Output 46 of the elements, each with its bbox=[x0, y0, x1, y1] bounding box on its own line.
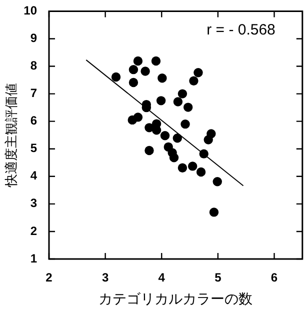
point bbox=[204, 135, 213, 144]
point bbox=[128, 64, 138, 74]
point bbox=[128, 78, 138, 88]
y-tick-label: 10 bbox=[24, 4, 38, 18]
point bbox=[209, 208, 219, 217]
x-tick-label: 3 bbox=[102, 270, 109, 285]
annotation: r = - 0.568 bbox=[206, 21, 276, 38]
point bbox=[140, 66, 150, 76]
point bbox=[178, 163, 188, 172]
x-tick-label: 5 bbox=[214, 270, 222, 285]
point bbox=[144, 123, 154, 132]
point bbox=[199, 149, 208, 158]
y-tick-label: 8 bbox=[30, 58, 38, 73]
point bbox=[183, 102, 193, 112]
point bbox=[180, 119, 190, 129]
y-axis-title: 快適度主観評価値 bbox=[3, 83, 18, 188]
y-tick-label: 4 bbox=[30, 168, 38, 183]
point bbox=[178, 89, 188, 98]
point bbox=[169, 153, 179, 162]
y-tick-label: 6 bbox=[30, 114, 38, 128]
point bbox=[189, 76, 198, 86]
x-axis-title: カテゴリカルカラーの数 bbox=[98, 290, 253, 306]
point bbox=[160, 131, 170, 140]
point bbox=[152, 126, 162, 135]
x-tick-label: 4 bbox=[158, 270, 166, 285]
y-tick-label: 9 bbox=[30, 31, 38, 46]
y-tick-label: 3 bbox=[30, 196, 38, 210]
x-tick-label: 2 bbox=[46, 270, 53, 285]
y-tick-label: 7 bbox=[30, 86, 38, 100]
point bbox=[111, 72, 121, 82]
point bbox=[212, 177, 222, 186]
point bbox=[188, 162, 198, 171]
point bbox=[128, 115, 137, 125]
point bbox=[158, 74, 167, 83]
point bbox=[151, 56, 161, 66]
point bbox=[133, 56, 143, 66]
point bbox=[196, 167, 206, 177]
y-tick-label: 1 bbox=[30, 251, 38, 266]
point bbox=[144, 146, 154, 156]
point bbox=[194, 68, 203, 78]
point bbox=[173, 97, 183, 106]
y-tick-label: 5 bbox=[30, 141, 38, 156]
point bbox=[172, 134, 182, 143]
point bbox=[156, 96, 166, 106]
y-tick-label: 2 bbox=[30, 224, 38, 238]
x-tick-label: 6 bbox=[270, 270, 278, 285]
